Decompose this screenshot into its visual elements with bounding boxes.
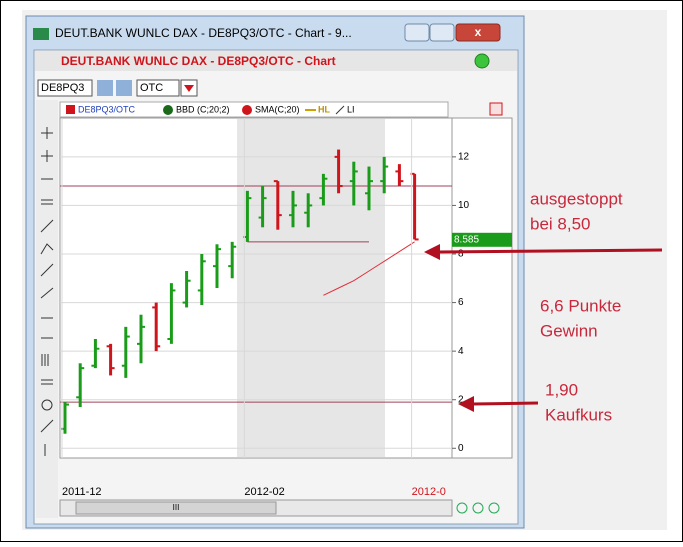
legend-bar (59, 101, 449, 118)
zoom-out[interactable] (472, 502, 484, 514)
drawing-toolbar (36, 100, 58, 518)
app-icon (33, 28, 49, 40)
annotation: 1,90 (545, 380, 578, 399)
window-title: DEUT.BANK WUNLC DAX - DE8PQ3/OTC - Chart… (55, 26, 352, 40)
header-bar (35, 51, 517, 71)
y-tick-label: 8 (458, 249, 464, 260)
arrow (471, 401, 539, 406)
close-button[interactable] (455, 23, 501, 42)
exchange-select[interactable] (136, 79, 180, 97)
arrowhead (458, 396, 474, 412)
last-price: 8.585 (454, 234, 479, 245)
y-tick-label: 10 (458, 200, 470, 211)
y-tick-label: 6 (458, 297, 464, 308)
annotation: bei 8,50 (530, 214, 591, 233)
y-axis-area (451, 117, 513, 459)
tool-button[interactable] (97, 80, 113, 96)
y-tick-label: 12 (458, 151, 470, 162)
zoom-reset[interactable] (488, 502, 500, 514)
period-shade (237, 119, 385, 457)
chart-header: DEUT.BANK WUNLC DAX - DE8PQ3/OTC - Chart (61, 54, 336, 68)
toolbar-icons (40, 127, 54, 456)
legend-item: BBD (C;20;2) (176, 104, 230, 114)
annotation: ausgestoppt (530, 189, 623, 208)
arrowhead (424, 244, 440, 260)
dropdown-arrow (184, 85, 194, 92)
legend-item: DE8PQ3/OTC (78, 104, 136, 114)
y-tick-label: 2 (458, 394, 464, 405)
exchange: OTC (140, 82, 163, 94)
minimize-button[interactable] (404, 23, 430, 42)
legend-swatch (242, 105, 252, 115)
chart: 0 2 4 6 8 10 12 2011-12 2012-02 2012-0 8.585 (60, 118, 512, 498)
legend-swatch (66, 105, 75, 114)
zoom-in[interactable] (456, 502, 468, 514)
arrow (437, 248, 663, 254)
close-glyph: x (475, 25, 482, 39)
x-tick-label: 2012-02 (244, 486, 284, 498)
legend-swatch (335, 105, 345, 115)
y-tick-label: 0 (458, 443, 464, 454)
legend-item: SMA(C;20) (255, 104, 300, 114)
annotation: Kaufkurs (545, 405, 612, 424)
x-tick-label: 2011-12 (62, 486, 102, 498)
sma-line (323, 241, 415, 296)
symbol: DE8PQ3 (41, 82, 84, 94)
lock-icon[interactable] (489, 102, 503, 116)
legend-item: LI (347, 104, 355, 114)
symbol-input[interactable] (37, 79, 93, 97)
y-tick-label: 4 (458, 346, 464, 357)
legend-swatch (163, 105, 173, 115)
last-price-box (452, 232, 512, 247)
legend-item: HL (318, 104, 330, 114)
tool-button[interactable] (116, 80, 132, 96)
scroll-thumb[interactable] (75, 501, 277, 515)
annotation: Gewinn (540, 321, 598, 340)
status-light (474, 53, 490, 69)
maximize-button[interactable] (429, 23, 455, 42)
annotation: 6,6 Punkte (540, 296, 621, 315)
x-tick-label: 2012-0 (412, 486, 446, 498)
scroll-grip: III (173, 503, 180, 512)
